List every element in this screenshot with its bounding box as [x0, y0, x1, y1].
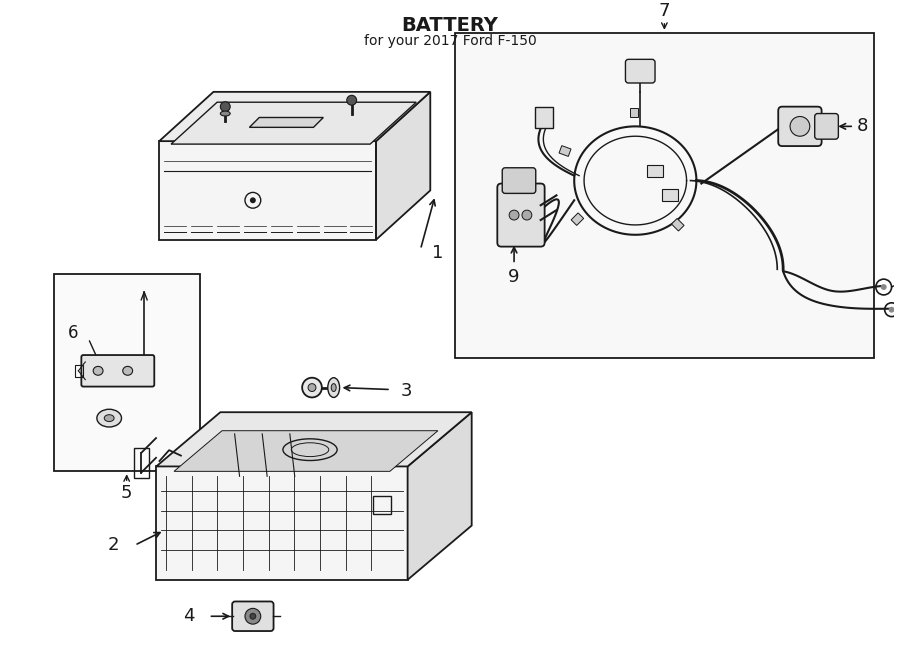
- Ellipse shape: [97, 409, 122, 427]
- Circle shape: [245, 608, 261, 624]
- Bar: [630, 108, 638, 117]
- Polygon shape: [157, 467, 408, 580]
- Bar: [572, 213, 584, 226]
- Text: 9: 9: [508, 268, 520, 286]
- FancyBboxPatch shape: [778, 107, 822, 146]
- Circle shape: [250, 613, 256, 619]
- Polygon shape: [174, 431, 438, 471]
- Text: 3: 3: [400, 381, 412, 400]
- Circle shape: [881, 284, 886, 290]
- Bar: [54, 274, 200, 471]
- Circle shape: [302, 378, 322, 397]
- Polygon shape: [159, 141, 376, 240]
- Text: 2: 2: [107, 536, 119, 554]
- Ellipse shape: [220, 111, 230, 116]
- Circle shape: [308, 384, 316, 391]
- Text: 4: 4: [183, 607, 194, 625]
- Circle shape: [220, 102, 230, 112]
- FancyBboxPatch shape: [626, 60, 655, 83]
- Ellipse shape: [104, 414, 114, 422]
- Ellipse shape: [122, 366, 132, 375]
- Ellipse shape: [328, 378, 339, 397]
- Bar: [647, 165, 663, 177]
- FancyBboxPatch shape: [502, 167, 536, 193]
- Bar: [454, 32, 874, 358]
- Bar: [134, 448, 149, 477]
- Circle shape: [790, 117, 810, 136]
- Ellipse shape: [331, 384, 337, 391]
- Text: 8: 8: [856, 117, 868, 135]
- Text: 6: 6: [68, 324, 78, 342]
- FancyBboxPatch shape: [814, 114, 839, 139]
- Polygon shape: [157, 412, 472, 467]
- FancyBboxPatch shape: [498, 183, 544, 247]
- Bar: [535, 107, 553, 128]
- Circle shape: [509, 210, 519, 220]
- Text: 5: 5: [121, 484, 132, 502]
- Text: 7: 7: [659, 2, 670, 20]
- Polygon shape: [159, 92, 430, 141]
- Bar: [374, 496, 391, 514]
- Bar: [76, 365, 84, 377]
- Text: BATTERY: BATTERY: [401, 16, 499, 35]
- Text: 1: 1: [432, 244, 444, 261]
- Bar: [559, 146, 571, 156]
- Polygon shape: [376, 92, 430, 240]
- FancyBboxPatch shape: [232, 602, 274, 631]
- Circle shape: [888, 307, 895, 312]
- Polygon shape: [249, 117, 323, 127]
- Polygon shape: [171, 102, 416, 144]
- Bar: [671, 218, 684, 231]
- Bar: [662, 189, 678, 201]
- Polygon shape: [408, 412, 472, 580]
- Circle shape: [522, 210, 532, 220]
- Circle shape: [346, 95, 356, 105]
- Circle shape: [250, 197, 256, 203]
- Text: for your 2017 Ford F-150: for your 2017 Ford F-150: [364, 34, 536, 48]
- FancyBboxPatch shape: [81, 355, 154, 387]
- Ellipse shape: [94, 366, 103, 375]
